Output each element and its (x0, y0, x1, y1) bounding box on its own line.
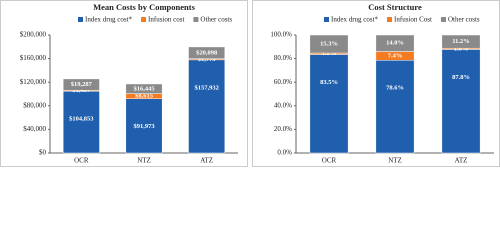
value-label: $20,098 (196, 49, 218, 56)
y-tick-label: 40.0% (274, 101, 292, 109)
legend-swatch (78, 17, 83, 22)
value-label: 78.6% (386, 85, 404, 92)
y-tick-label: $40,000 (23, 125, 46, 133)
legend-swatch (193, 17, 199, 22)
bar-segment (125, 98, 163, 154)
bar-segment (62, 90, 100, 154)
value-label: $16,445 (133, 85, 155, 92)
value-label: $104,853 (69, 116, 94, 123)
y-tick-label: 60.0% (274, 78, 292, 86)
value-label: $19,287 (71, 81, 93, 88)
y-tick-label: $200,000 (20, 31, 47, 39)
value-label: $1,457 (72, 87, 91, 94)
x-tick-label: NTZ (137, 157, 151, 165)
y-tick-label: 100.0% (270, 31, 292, 39)
value-label: 7.4% (388, 52, 403, 59)
bar-segment (125, 83, 163, 94)
bar-segment (375, 60, 415, 154)
x-tick-label: OCR (74, 157, 89, 165)
value-label: 1.0% (454, 45, 469, 52)
legend-label: Index drug cost* (85, 16, 133, 24)
bar-segment (441, 34, 481, 49)
value-label: 14.0% (386, 40, 404, 47)
bar-segment (309, 34, 349, 54)
legend-swatch (440, 17, 446, 22)
chart-title: Cost Structure (368, 2, 422, 12)
charts: Mean Costs by Components $0 $40,000 $80,000… (0, 0, 500, 167)
bar-segment (375, 34, 415, 52)
y-tick-label: $0 (39, 149, 47, 157)
chart-title: Mean Costs by Components (93, 2, 195, 12)
bar-segment (309, 54, 349, 154)
y-tick-label: 80.0% (274, 54, 292, 62)
panel-border (0, 0, 248, 167)
legend-swatch (387, 17, 393, 22)
value-label: 15.3% (320, 41, 338, 48)
y-tick-label: $80,000 (23, 101, 46, 109)
value-label: $91,973 (133, 123, 155, 130)
y-tick-label: $160,000 (20, 54, 47, 62)
value-label: $1,779 (198, 56, 217, 63)
bar-segment (62, 78, 100, 91)
value-label: 83.5% (320, 79, 338, 86)
value-label: 11.2% (452, 38, 470, 45)
legend-label: Infusion Cost (394, 16, 432, 24)
x-tick-label: ATZ (200, 157, 213, 165)
legend-label: Other costs (448, 16, 480, 24)
legend-label: Index drug cost* (331, 16, 379, 24)
bar-segment (188, 59, 226, 154)
legend-label: Infusion cost (148, 16, 184, 24)
x-tick-label: OCR (322, 157, 337, 165)
x-tick-label: NTZ (388, 157, 402, 165)
y-tick-label: 0.0% (277, 149, 292, 157)
legend-label: Other costs (200, 16, 232, 24)
bar-segment (441, 49, 481, 154)
value-label: $157,932 (194, 84, 218, 91)
legend-swatch (141, 17, 147, 22)
y-tick-label: $120,000 (20, 78, 47, 86)
value-label: 1.2% (322, 50, 337, 57)
value-label: $8,615 (135, 93, 154, 100)
y-tick-label: 20.0% (274, 125, 292, 133)
legend-swatch (324, 17, 329, 22)
value-label: 87.8% (452, 74, 470, 81)
bar-segment (188, 46, 226, 60)
x-tick-label: ATZ (455, 157, 468, 165)
